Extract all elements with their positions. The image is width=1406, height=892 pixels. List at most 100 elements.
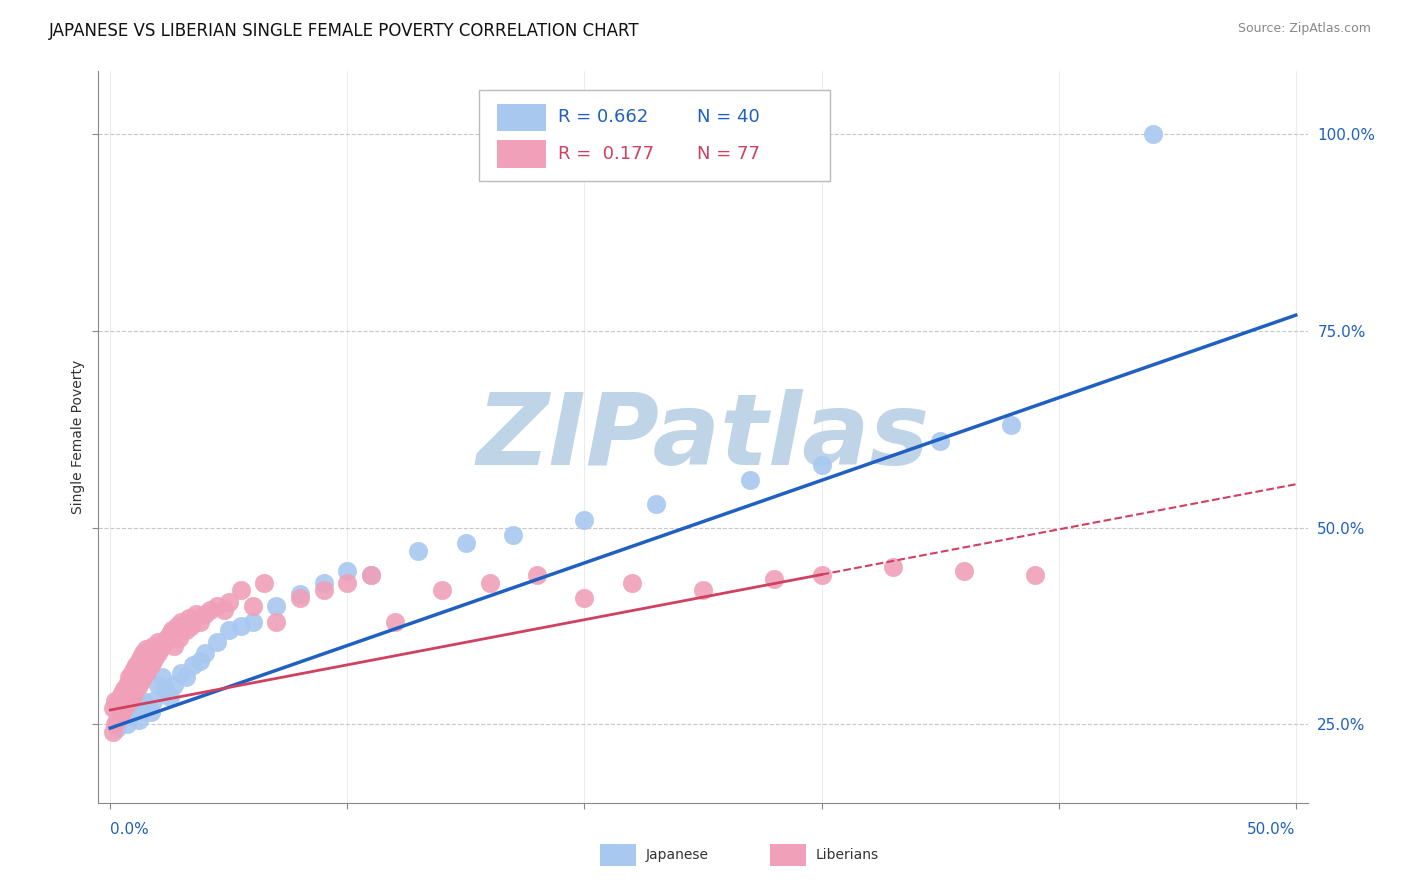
Point: [125, 681, 148, 696]
Point: [1024, 567, 1046, 582]
Point: [408, 544, 430, 558]
Point: [143, 650, 166, 665]
Point: [132, 693, 155, 707]
Point: [115, 717, 138, 731]
Point: [194, 646, 217, 660]
Point: [166, 619, 188, 633]
Point: [122, 686, 145, 700]
Text: Source: ZipAtlas.com: Source: ZipAtlas.com: [1237, 22, 1371, 36]
FancyBboxPatch shape: [498, 103, 546, 131]
Point: [620, 575, 643, 590]
Point: [156, 631, 179, 645]
Point: [163, 678, 186, 692]
Point: [132, 670, 155, 684]
Point: [152, 670, 174, 684]
Point: [121, 666, 143, 681]
FancyBboxPatch shape: [479, 90, 830, 181]
Text: Liberians: Liberians: [815, 848, 879, 863]
Point: [198, 603, 221, 617]
Point: [105, 698, 128, 712]
Point: [312, 575, 335, 590]
Point: [929, 434, 952, 448]
Point: [190, 615, 212, 629]
Point: [135, 642, 157, 657]
Point: [740, 473, 762, 487]
Point: [1000, 418, 1022, 433]
Point: [205, 634, 228, 648]
Point: [360, 567, 382, 582]
Point: [122, 706, 145, 720]
Point: [242, 599, 264, 614]
Point: [454, 536, 477, 550]
Point: [810, 458, 832, 472]
Point: [122, 662, 145, 676]
Point: [174, 670, 197, 684]
Point: [264, 599, 287, 614]
Text: 50.0%: 50.0%: [1247, 822, 1296, 838]
Point: [312, 583, 335, 598]
Point: [114, 681, 136, 696]
Point: [184, 607, 207, 621]
Point: [153, 634, 176, 648]
Point: [336, 564, 359, 578]
FancyBboxPatch shape: [498, 140, 546, 168]
Point: [146, 634, 169, 648]
Point: [104, 693, 127, 707]
Point: [174, 623, 197, 637]
Point: [264, 615, 287, 629]
Point: [111, 706, 134, 720]
Point: [526, 567, 548, 582]
Point: [153, 681, 176, 696]
Point: [128, 654, 150, 668]
Point: [502, 528, 524, 542]
Point: [170, 666, 193, 681]
Point: [692, 583, 714, 598]
Point: [101, 701, 124, 715]
Point: [115, 698, 138, 712]
Point: [142, 639, 165, 653]
Point: [118, 693, 141, 707]
Point: [288, 587, 311, 601]
Point: [104, 717, 127, 731]
Point: [180, 619, 202, 633]
Point: [132, 646, 155, 660]
Point: [360, 567, 382, 582]
Point: [253, 575, 276, 590]
Point: [128, 678, 150, 692]
Point: [121, 690, 143, 704]
Point: [212, 603, 235, 617]
Point: [115, 678, 138, 692]
Text: R =  0.177: R = 0.177: [558, 145, 654, 163]
Point: [242, 615, 264, 629]
Point: [142, 654, 165, 668]
Text: R = 0.662: R = 0.662: [558, 109, 648, 127]
Point: [574, 513, 596, 527]
Point: [129, 701, 152, 715]
Point: [190, 654, 212, 668]
Point: [139, 658, 162, 673]
Point: [118, 701, 141, 715]
Point: [105, 713, 128, 727]
Point: [432, 583, 454, 598]
Point: [108, 709, 131, 723]
Text: ZIPatlas: ZIPatlas: [477, 389, 929, 485]
Point: [152, 639, 174, 653]
Point: [218, 595, 240, 609]
Point: [125, 658, 148, 673]
Point: [101, 725, 124, 739]
Text: N = 77: N = 77: [697, 145, 761, 163]
Point: [336, 575, 359, 590]
Point: [105, 721, 128, 735]
Point: [478, 575, 501, 590]
Point: [288, 591, 311, 606]
Point: [177, 611, 200, 625]
FancyBboxPatch shape: [769, 845, 806, 866]
Point: [194, 607, 217, 621]
Point: [229, 619, 252, 633]
Point: [952, 564, 974, 578]
Point: [114, 701, 136, 715]
Point: [763, 572, 786, 586]
Y-axis label: Single Female Poverty: Single Female Poverty: [70, 360, 84, 514]
Point: [111, 709, 134, 723]
Point: [882, 559, 904, 574]
